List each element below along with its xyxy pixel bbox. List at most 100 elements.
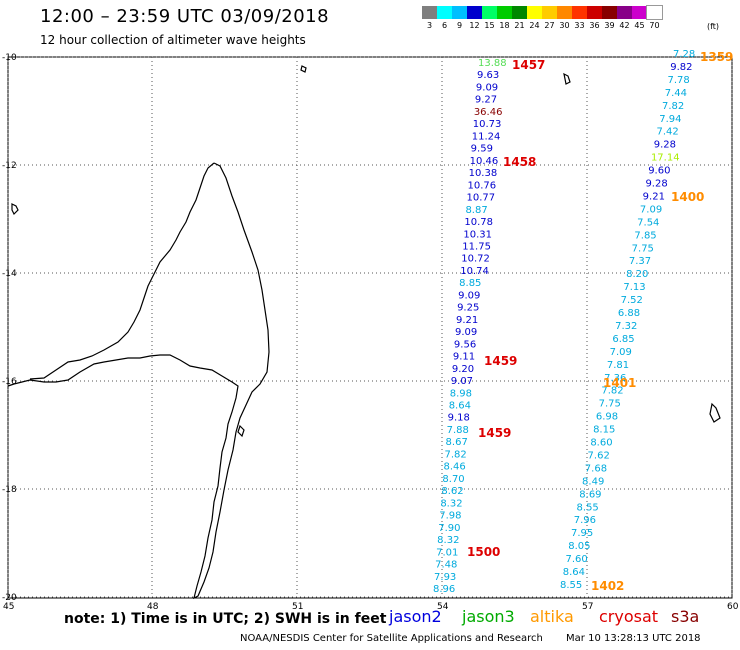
swh-value: 8.46 xyxy=(443,462,465,473)
colorbar-entry: 18 xyxy=(497,6,512,30)
colorbar-swatch xyxy=(632,6,647,19)
small-island xyxy=(237,424,245,438)
colorbar-entry: 15 xyxy=(482,6,497,30)
swh-value: 10.76 xyxy=(468,180,497,191)
colorbar-label: 12 xyxy=(469,21,480,30)
lat-tick-label: -18 xyxy=(2,485,17,495)
footer: NOAA/NESDIS Center for Satellite Applica… xyxy=(240,633,701,644)
swh-value: 8.55 xyxy=(560,580,582,591)
swh-value: 7.36 xyxy=(604,373,626,384)
swh-value: 7.94 xyxy=(659,114,681,125)
swh-value: 7.82 xyxy=(662,101,684,112)
swh-value: 8.85 xyxy=(459,278,481,289)
map-frame xyxy=(7,56,733,599)
swh-value: 8.55 xyxy=(577,502,599,513)
swh-value: 11.24 xyxy=(472,131,501,142)
colorbar-label: 3 xyxy=(426,21,433,30)
small-island xyxy=(11,203,19,216)
map-title: 12:00 – 23:59 UTC 03/09/2018 xyxy=(40,6,330,27)
colorbar-entry: 70 xyxy=(646,5,663,30)
small-island xyxy=(709,402,721,423)
colorbar-entry: 27 xyxy=(542,6,557,30)
swh-value: 9.09 xyxy=(455,327,477,338)
swh-value: 9.56 xyxy=(454,339,476,350)
colorbar-entry: 9 xyxy=(452,6,467,30)
swh-value: 7.42 xyxy=(656,127,678,138)
swh-value: 7.82 xyxy=(601,386,623,397)
colorbar-swatch xyxy=(572,6,587,19)
swh-value: 6.88 xyxy=(618,308,640,319)
lon-tick-label: 60 xyxy=(727,602,739,612)
swh-value: 9.20 xyxy=(452,364,474,375)
swh-value: 7.62 xyxy=(588,450,610,461)
colorbar-label: 45 xyxy=(634,21,645,30)
graticule xyxy=(7,56,733,598)
swh-value: 10.73 xyxy=(473,119,502,130)
swh-value: 10.72 xyxy=(461,254,490,265)
colorbar-label: 9 xyxy=(456,21,463,30)
swh-value: 7.28 xyxy=(673,49,695,60)
swh-value: 7.75 xyxy=(599,399,621,410)
colorbar-label: 42 xyxy=(619,21,630,30)
map-subtitle: 12 hour collection of altimeter wave hei… xyxy=(40,33,306,47)
colorbar-legend: 3 6 9 12 15 18 21 24 27 30 33 36 39 42 45 70 xyxy=(422,5,663,30)
satellite-tracks: 13.889.639.099.2736.4610.7311.249.5910.4… xyxy=(433,49,695,595)
swh-value: 8.64 xyxy=(563,567,585,578)
colorbar-label: 36 xyxy=(589,21,600,30)
pass-time-label: 1400 xyxy=(671,190,704,204)
swh-value: 7.01 xyxy=(436,547,458,558)
swh-value: 9.63 xyxy=(477,70,499,81)
swh-value: 7.13 xyxy=(623,282,645,293)
swh-value: 7.98 xyxy=(439,511,461,522)
swh-value: 8.05 xyxy=(568,541,590,552)
swh-value: 9.60 xyxy=(648,166,670,177)
colorbar-swatch xyxy=(437,6,452,19)
swh-value: 7.90 xyxy=(438,523,460,534)
colorbar-entry: 45 xyxy=(632,6,647,30)
swh-value: 7.93 xyxy=(434,572,456,583)
swh-value: 10.77 xyxy=(466,193,495,204)
colorbar-label: 6 xyxy=(441,21,448,30)
footer-timestamp: Mar 10 13:28:13 UTC 2018 xyxy=(566,633,701,644)
colorbar-entry: 39 xyxy=(602,6,617,30)
colorbar-swatch xyxy=(527,6,542,19)
northern-coastline xyxy=(29,162,215,380)
swh-value: 7.85 xyxy=(634,230,656,241)
swh-value: 10.38 xyxy=(469,168,498,179)
swh-value: 9.27 xyxy=(475,95,497,106)
swh-value: 8.98 xyxy=(450,388,472,399)
swh-value: 10.74 xyxy=(460,266,489,277)
satellite-jason3: jason3 xyxy=(462,607,515,626)
swh-value: 10.78 xyxy=(464,217,493,228)
swh-value: 9.21 xyxy=(643,191,665,202)
coastline xyxy=(7,65,721,600)
colorbar-label: 24 xyxy=(529,21,540,30)
swh-value: 6.85 xyxy=(612,334,634,345)
colorbar-entry: 36 xyxy=(587,6,602,30)
colorbar-entry: 42 xyxy=(617,6,632,30)
pass-time-label: 1459 xyxy=(484,354,517,368)
lat-tick-label: -14 xyxy=(2,269,17,279)
swh-value: 7.75 xyxy=(632,243,654,254)
swh-value: 17.14 xyxy=(651,153,680,164)
swh-value: 8.64 xyxy=(449,401,471,412)
colorbar-entry: 12 xyxy=(467,6,482,30)
swh-value: 9.59 xyxy=(471,144,493,155)
lon-tick-label: 57 xyxy=(582,602,593,612)
map-note: note: 1) Time is in UTC; 2) SWH is in fe… xyxy=(64,611,387,627)
swh-value: 7.48 xyxy=(435,560,457,571)
colorbar-swatch xyxy=(482,6,497,19)
colorbar-entry: 30 xyxy=(557,6,572,30)
swh-value: 36.46 xyxy=(474,107,503,118)
satellite-altika: altika xyxy=(530,607,574,626)
small-island xyxy=(563,72,571,85)
swh-value: 8.96 xyxy=(433,584,455,595)
pass-time-label: 1457 xyxy=(512,58,545,72)
colorbar-label: 21 xyxy=(514,21,525,30)
swh-value: 8.60 xyxy=(590,438,612,449)
colorbar-label: 18 xyxy=(499,21,510,30)
colorbar-swatch xyxy=(497,6,512,19)
colorbar-label: 33 xyxy=(574,21,585,30)
colorbar-label: 70 xyxy=(649,21,660,30)
